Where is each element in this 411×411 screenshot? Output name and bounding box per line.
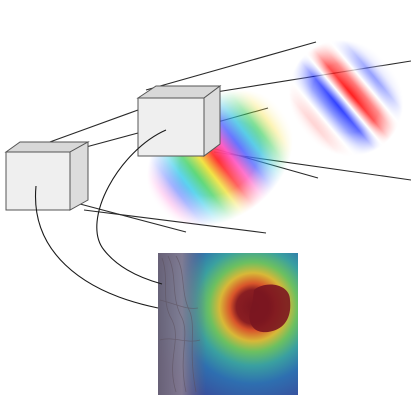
ray-line xyxy=(79,203,187,233)
near-cube xyxy=(4,141,90,211)
rainbow-gabor-patch xyxy=(120,61,320,255)
red-blue-gabor-patch xyxy=(265,16,411,180)
ray-line xyxy=(35,109,139,148)
connector-curve xyxy=(34,185,159,309)
connector-curves xyxy=(34,129,167,309)
ray-line xyxy=(85,132,139,148)
far-cube xyxy=(136,85,222,157)
ray-line xyxy=(145,41,317,91)
connector-curve xyxy=(96,129,167,285)
heatmap-panel xyxy=(158,253,298,395)
